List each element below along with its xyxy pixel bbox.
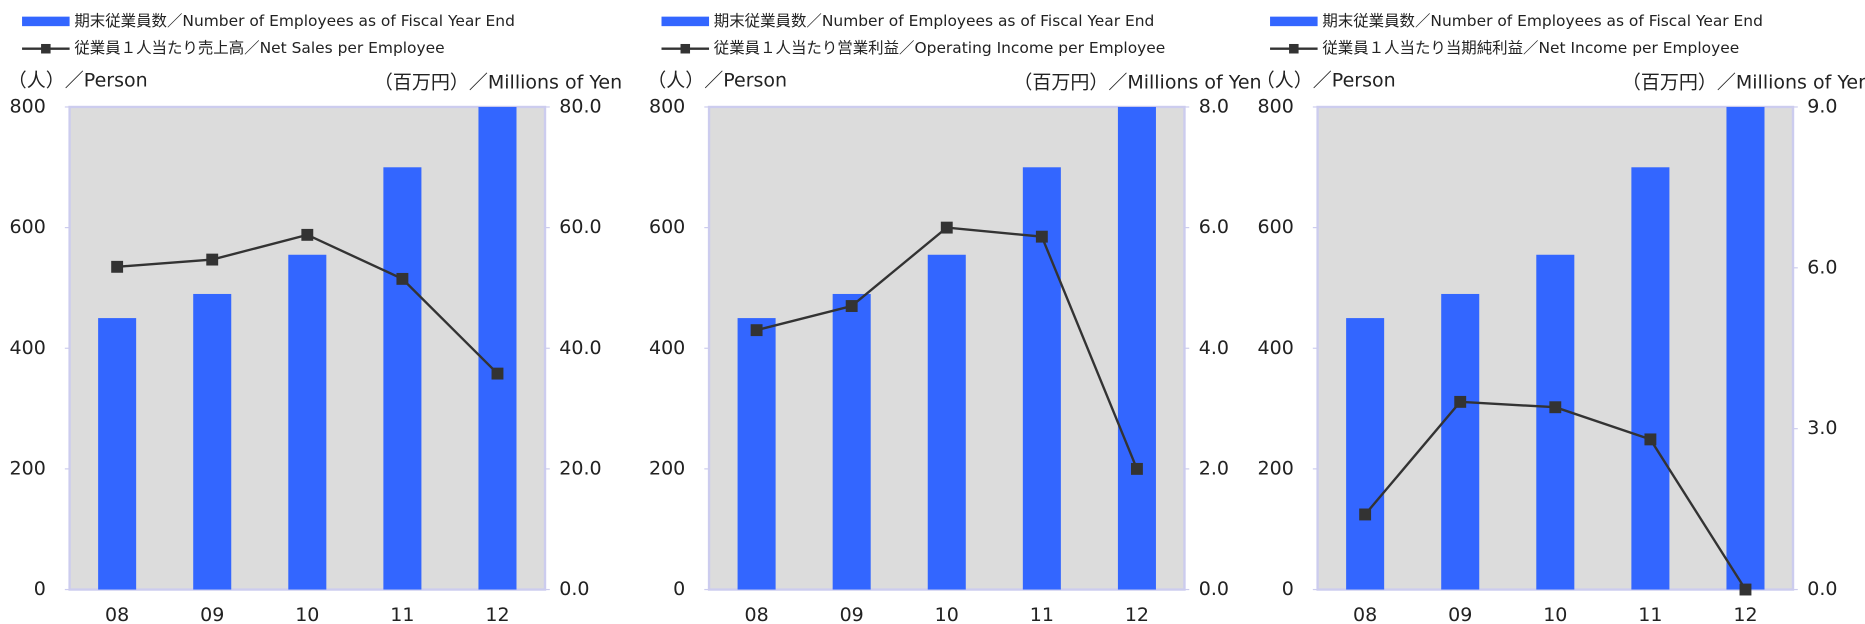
line-marker: [940, 221, 953, 234]
bar: [1726, 106, 1765, 590]
line-marker: [301, 228, 314, 241]
x-tick-label: 08: [1353, 604, 1377, 624]
chart-panel: 期末従業員数／Number of Employees as of Fiscal …: [8, 12, 622, 624]
y2-tick-label: 2.0: [1199, 457, 1229, 479]
x-tick-label: 12: [1733, 604, 1757, 624]
y2-tick-label: 20.0: [559, 457, 601, 479]
y2-tick-label: 6.0: [1807, 256, 1837, 278]
line-marker: [396, 272, 409, 285]
y-tick-label: 600: [10, 216, 46, 238]
bar: [1441, 293, 1480, 590]
legend-label: 従業員１人当たり売上高／Net Sales per Employee: [74, 39, 444, 57]
x-tick-label: 11: [1638, 604, 1662, 624]
legend-swatch: [661, 16, 710, 27]
line-marker: [1454, 395, 1467, 408]
line-marker: [1739, 583, 1752, 596]
line-marker: [206, 253, 219, 266]
y-axis-label: （人）／Person: [647, 69, 787, 91]
y-tick-label: 800: [1258, 95, 1294, 117]
y-tick-label: 600: [1258, 216, 1294, 238]
x-tick-label: 10: [935, 604, 959, 624]
y2-tick-label: 0.0: [1807, 578, 1837, 600]
bar: [737, 318, 776, 590]
line-marker: [1035, 230, 1048, 243]
bar: [1022, 167, 1061, 590]
y2-tick-label: 9.0: [1807, 95, 1837, 117]
x-tick-label: 12: [1125, 604, 1149, 624]
y2-axis-label: （百万円）／Millions of Yen: [374, 72, 622, 94]
x-tick-label: 11: [390, 604, 414, 624]
x-tick-label: 09: [200, 604, 224, 624]
y2-tick-label: 0.0: [1199, 578, 1229, 600]
legend-label: 従業員１人当たり当期純利益／Net Income per Employee: [1322, 39, 1739, 57]
legend-label: 期末従業員数／Number of Employees as of Fiscal …: [714, 12, 1155, 30]
y-tick-label: 0: [673, 578, 685, 600]
x-tick-label: 12: [485, 604, 509, 624]
legend-swatch: [22, 16, 70, 27]
y2-tick-label: 60.0: [559, 216, 601, 238]
legend-marker: [680, 43, 691, 54]
y-tick-label: 800: [649, 95, 685, 117]
y-tick-label: 400: [10, 337, 46, 359]
bar: [1346, 318, 1385, 590]
y-tick-label: 400: [1258, 337, 1294, 359]
line-marker: [845, 300, 858, 312]
bar: [927, 254, 966, 590]
y2-tick-label: 40.0: [559, 337, 601, 359]
y-axis-label: （人）／Person: [1256, 69, 1396, 91]
y-tick-label: 0: [34, 578, 46, 600]
legend-marker: [41, 43, 51, 54]
legend-label: 従業員１人当たり営業利益／Operating Income per Employ…: [714, 39, 1166, 57]
line-marker: [1359, 508, 1372, 521]
y-tick-label: 600: [649, 216, 685, 238]
y2-tick-label: 0.0: [559, 578, 589, 600]
chart-panel: 期末従業員数／Number of Employees as of Fiscal …: [647, 12, 1261, 624]
legend-label: 期末従業員数／Number of Employees as of Fiscal …: [74, 12, 515, 30]
x-tick-label: 08: [105, 604, 129, 624]
line-marker: [1644, 433, 1657, 446]
x-tick-label: 09: [1448, 604, 1472, 624]
y2-tick-label: 80.0: [559, 95, 601, 117]
x-tick-label: 11: [1030, 604, 1054, 624]
y-tick-label: 200: [649, 457, 685, 479]
y-tick-label: 800: [10, 95, 46, 117]
y2-tick-label: 8.0: [1199, 95, 1229, 117]
bar: [478, 106, 517, 590]
y-tick-label: 200: [1258, 457, 1294, 479]
line-marker: [491, 367, 504, 380]
y2-axis-label: （百万円）／Millions of Yen: [1622, 72, 1865, 94]
line-marker: [1130, 462, 1143, 475]
y-axis-label: （人）／Person: [8, 69, 148, 91]
y2-tick-label: 6.0: [1199, 216, 1229, 238]
y-tick-label: 200: [10, 457, 46, 479]
x-tick-label: 10: [295, 604, 319, 624]
chart-panel: 期末従業員数／Number of Employees as of Fiscal …: [1256, 12, 1865, 624]
y2-axis-label: （百万円）／Millions of Yen: [1013, 72, 1261, 94]
x-tick-label: 10: [1543, 604, 1567, 624]
bar: [1536, 254, 1575, 590]
bar: [1117, 106, 1156, 590]
bar: [193, 293, 232, 590]
bar: [98, 318, 137, 590]
x-tick-label: 09: [840, 604, 864, 624]
y-tick-label: 0: [1282, 578, 1294, 600]
y-tick-label: 400: [649, 337, 685, 359]
y2-tick-label: 4.0: [1199, 337, 1229, 359]
legend-marker: [1289, 43, 1299, 54]
bar: [1631, 167, 1670, 590]
bar: [832, 293, 871, 590]
legend-swatch: [1270, 16, 1318, 27]
legend-label: 期末従業員数／Number of Employees as of Fiscal …: [1322, 12, 1763, 30]
line-marker: [750, 324, 763, 337]
line-marker: [111, 260, 124, 273]
x-tick-label: 08: [744, 604, 768, 624]
line-marker: [1549, 401, 1562, 414]
bar: [288, 254, 327, 590]
bar: [383, 167, 422, 590]
y2-tick-label: 3.0: [1807, 417, 1837, 439]
